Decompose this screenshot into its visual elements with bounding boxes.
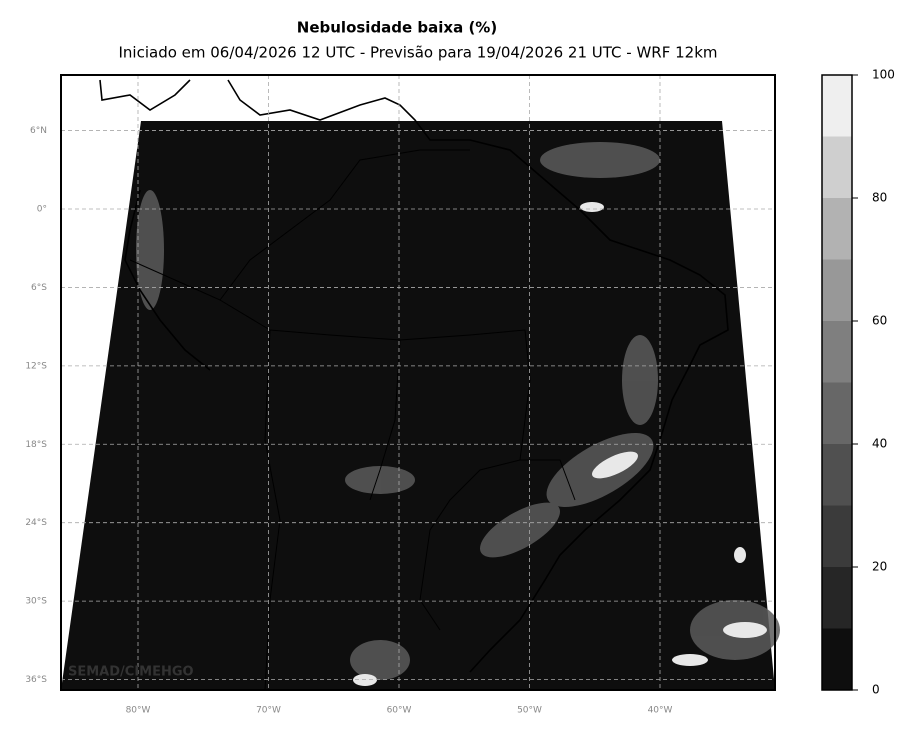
lat-tick-label: 12°S <box>25 361 47 371</box>
lat-tick-label: 30°S <box>25 597 47 607</box>
model-domain <box>61 121 775 690</box>
lat-tick-label: 6°N <box>30 126 47 136</box>
cloud-cores <box>353 202 767 686</box>
colorbar-band <box>822 321 852 383</box>
colorbar-tick-label: 0 <box>872 683 880 697</box>
borders <box>129 149 576 691</box>
colorbar-band <box>822 444 852 506</box>
subtitle: Iniciado em 06/04/2026 12 UTC - Previsão… <box>118 44 717 62</box>
lon-tick-label: 70°W <box>256 706 281 716</box>
colorbar-band <box>822 198 852 260</box>
colorbar-tick-label: 80 <box>872 191 887 205</box>
colorbar-band <box>822 382 852 444</box>
coastlines <box>99 79 729 673</box>
colorbar-band <box>822 505 852 567</box>
colorbar-band <box>822 75 852 137</box>
lat-tick-label: 36°S <box>25 675 47 685</box>
lon-tick-label: 40°W <box>648 706 673 716</box>
colorbar-band <box>822 136 852 198</box>
colorbar-band <box>822 628 852 690</box>
colorbar-frame <box>821 74 853 691</box>
map: SEMAD/CIMEHGO <box>60 74 780 691</box>
colorbar-tick-label: 100 <box>872 68 895 82</box>
lon-tick-label: 50°W <box>517 706 542 716</box>
colorbar-tick-label: 20 <box>872 560 887 574</box>
colorbar-band <box>822 567 852 629</box>
title: Nebulosidade baixa (%) <box>297 19 497 37</box>
colorbar-band <box>822 259 852 321</box>
lon-tick-label: 80°W <box>126 706 151 716</box>
lon-tick-label: 60°W <box>387 706 412 716</box>
lat-tick-label: 18°S <box>25 440 47 450</box>
colorbar-tick-label: 40 <box>872 437 887 451</box>
cloud-blobs <box>136 142 780 680</box>
lat-tick-label: 6°S <box>31 283 47 293</box>
map-frame <box>60 74 776 691</box>
lat-tick-label: 24°S <box>25 518 47 528</box>
lat-tick-label: 0° <box>37 205 47 215</box>
colorbar-tick-label: 60 <box>872 314 887 328</box>
watermark: SEMAD/CIMEHGO <box>68 665 194 680</box>
